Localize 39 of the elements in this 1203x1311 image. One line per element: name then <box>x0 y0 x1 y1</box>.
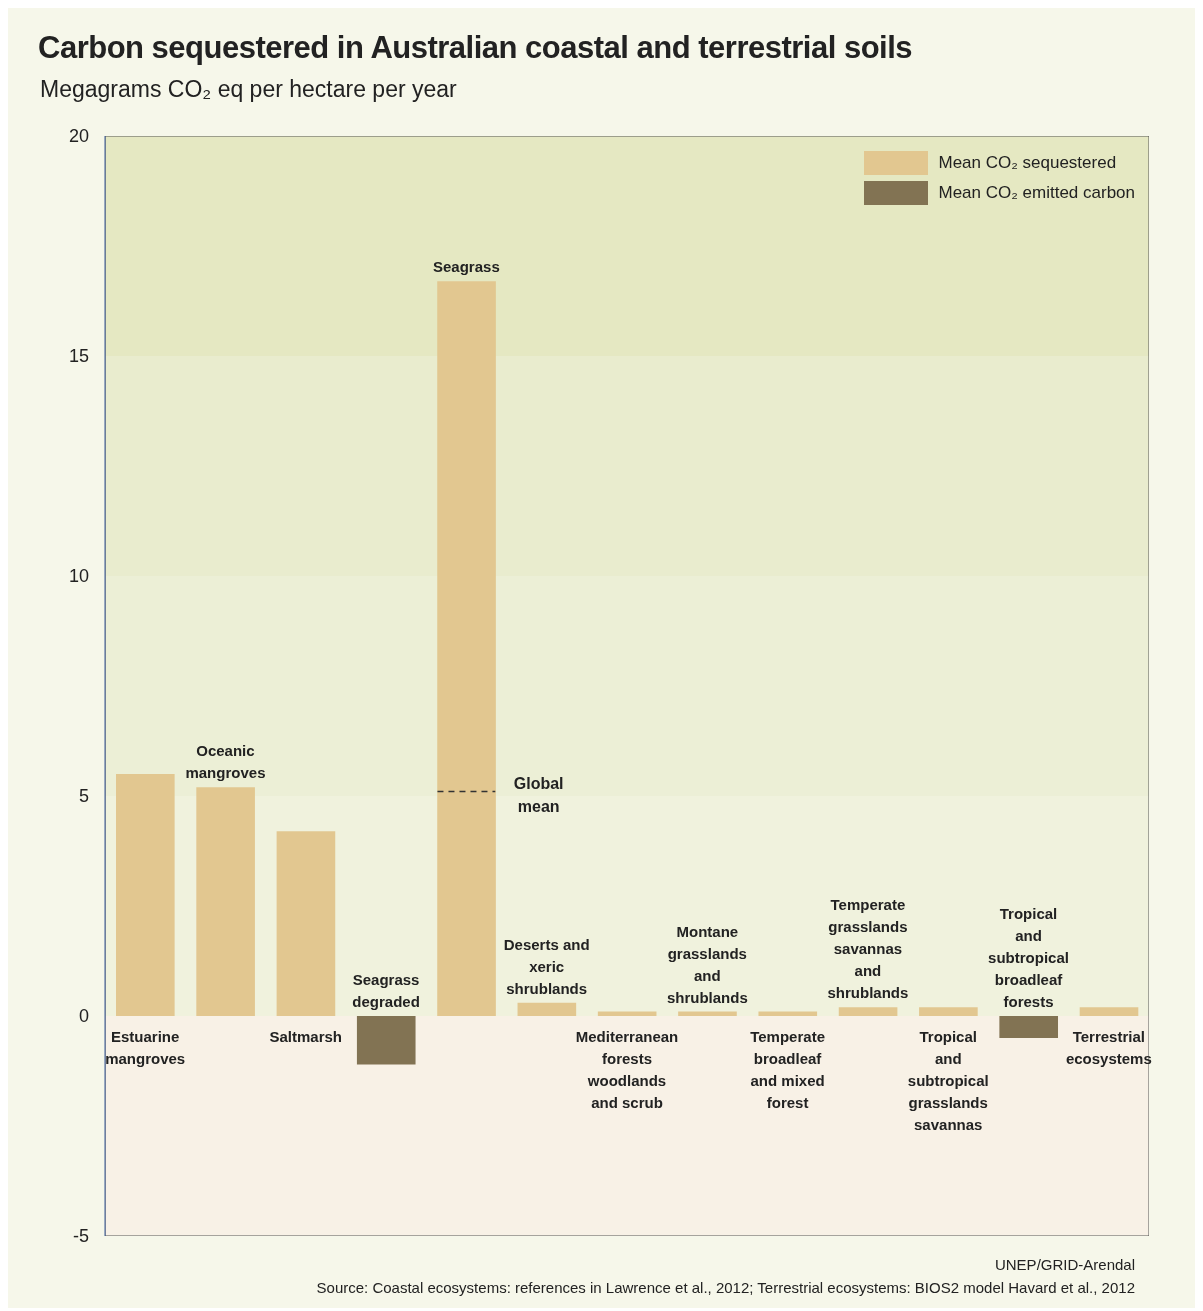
bar <box>758 1011 818 1016</box>
bar <box>678 1011 737 1016</box>
chart-title: Carbon sequestered in Australian coastal and terrestrial soils <box>37 29 914 66</box>
x-tick-label: Terrestrial ecosystems <box>1065 1028 1152 1067</box>
text: UNEP/GRID-Arendal <box>993 1256 1135 1273</box>
y-tick-label: -5 <box>72 1226 89 1247</box>
x-tick-label: Tropical and subtropical broadleaf forests <box>988 905 1069 1010</box>
x-tick-label: Oceanic mangroves <box>185 742 266 782</box>
bar <box>838 1007 898 1016</box>
bar <box>196 787 255 1016</box>
legend-label: Mean CO₂ sequestered <box>938 153 1117 173</box>
x-tick-label: Seagrass degraded <box>352 971 420 1010</box>
y-tick-label: 20 <box>68 126 89 147</box>
x-tick-label: Saltmarsh <box>269 1028 343 1045</box>
bar <box>1079 1007 1139 1016</box>
y-tick-label: 10 <box>68 566 89 587</box>
x-tick-label: Temperate broadleaf and mixed forest <box>750 1028 825 1111</box>
x-tick-label: Montane grasslands and shrublands <box>666 922 748 1006</box>
ref-line-label: Global mean <box>513 774 564 815</box>
chart-subtitle: Megagrams CO₂ eq per hectare per year <box>39 75 458 104</box>
bar <box>919 1007 978 1016</box>
bar <box>517 1002 577 1016</box>
x-tick-label: Tropical and subtropical grasslands savannas <box>907 1028 989 1133</box>
bar <box>999 1016 1059 1038</box>
x-tick-label: Mediterranean forests woodlands and scrub <box>575 1028 679 1111</box>
y-tick-label: 15 <box>68 346 89 367</box>
x-tick-label: Temperate grasslands savannas and shrublands <box>827 896 909 1002</box>
bar <box>437 281 496 1016</box>
x-tick-label: Estuarine mangroves <box>105 1028 186 1067</box>
bar <box>356 1016 416 1065</box>
y-tick-label: 0 <box>78 1006 89 1027</box>
bar <box>116 774 175 1016</box>
bar <box>276 831 336 1016</box>
x-tick-label: Seagrass <box>433 258 500 276</box>
legend-label: Mean CO₂ emitted carbon <box>938 183 1135 203</box>
source-note: Source: Coastal ecosystems: references in Lawrence et al., 2012; Terrestrial ecosystems: BIOS2 model Havard et al., 2012 <box>315 1279 1135 1296</box>
x-tick-label: Deserts and xeric shrublands <box>503 935 590 997</box>
y-tick-label: 5 <box>78 786 89 807</box>
bar <box>597 1011 657 1016</box>
